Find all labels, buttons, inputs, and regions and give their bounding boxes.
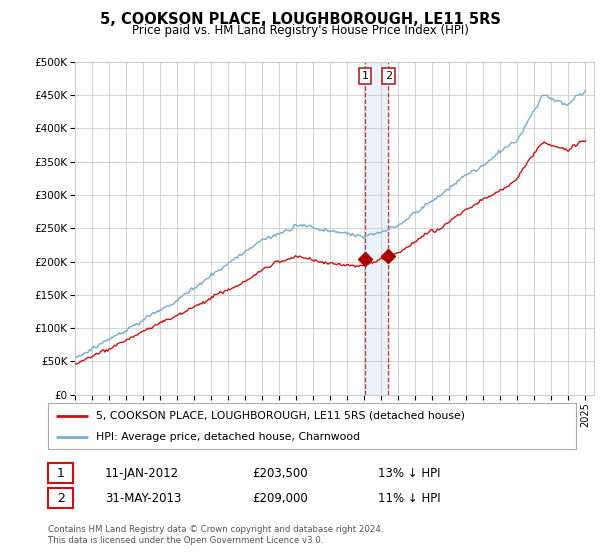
Text: 2: 2 xyxy=(385,71,392,81)
Text: 11% ↓ HPI: 11% ↓ HPI xyxy=(378,492,440,505)
Text: 13% ↓ HPI: 13% ↓ HPI xyxy=(378,466,440,480)
Text: HPI: Average price, detached house, Charnwood: HPI: Average price, detached house, Char… xyxy=(95,432,359,442)
Bar xyxy=(365,62,389,395)
Text: 5, COOKSON PLACE, LOUGHBOROUGH, LE11 5RS: 5, COOKSON PLACE, LOUGHBOROUGH, LE11 5RS xyxy=(100,12,500,27)
Text: 31-MAY-2013: 31-MAY-2013 xyxy=(105,492,181,505)
Text: Price paid vs. HM Land Registry's House Price Index (HPI): Price paid vs. HM Land Registry's House … xyxy=(131,24,469,36)
Text: 11-JAN-2012: 11-JAN-2012 xyxy=(105,466,179,480)
Text: Contains HM Land Registry data © Crown copyright and database right 2024.
This d: Contains HM Land Registry data © Crown c… xyxy=(48,525,383,545)
Text: £203,500: £203,500 xyxy=(252,466,308,480)
Text: 1: 1 xyxy=(56,466,65,480)
Text: 2: 2 xyxy=(56,492,65,505)
Text: 1: 1 xyxy=(361,71,368,81)
Text: 5, COOKSON PLACE, LOUGHBOROUGH, LE11 5RS (detached house): 5, COOKSON PLACE, LOUGHBOROUGH, LE11 5RS… xyxy=(95,410,464,421)
Text: £209,000: £209,000 xyxy=(252,492,308,505)
